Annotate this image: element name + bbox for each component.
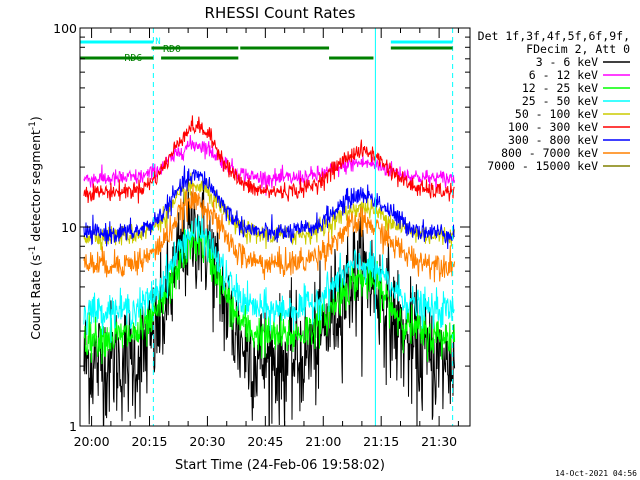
legend-label-8: 7000 - 15000 keV — [487, 159, 598, 173]
night-label: N — [155, 37, 160, 47]
legend-label-1: 6 - 12 keV — [529, 68, 598, 82]
legend-label-5: 100 - 300 keV — [508, 120, 598, 134]
series-line-3 — [83, 210, 455, 344]
legend-label-2: 12 - 25 keV — [522, 81, 598, 95]
legend-label-6: 300 - 800 keV — [508, 133, 598, 147]
rd0-label: RD0 — [163, 44, 181, 55]
x-tick-label-1: 20:15 — [131, 434, 167, 449]
y-axis-label-end: ) — [28, 116, 43, 121]
y-tick-label-2: 100 — [53, 21, 77, 36]
legend-header-line-1: Det 1f,3f,4f,5f,6f,9f, — [478, 29, 630, 43]
timestamp: 14-Oct-2021 04:56 — [555, 469, 637, 478]
series-line-5 — [83, 115, 455, 204]
y-tick-label-1: 10 — [61, 220, 77, 235]
x-tick-label-6: 21:30 — [421, 434, 457, 449]
legend-label-7: 800 - 7000 keV — [501, 146, 598, 160]
plot-area — [83, 115, 456, 426]
x-tick-label-5: 21:15 — [363, 434, 399, 449]
series-line-7 — [83, 184, 456, 283]
x-tick-label-0: 20:00 — [74, 434, 110, 449]
legend-label-4: 50 - 100 keV — [515, 107, 598, 121]
series-line-0 — [83, 172, 456, 426]
x-tick-label-3: 20:45 — [247, 434, 283, 449]
series-line-2 — [83, 224, 456, 365]
y-axis-label-mid: detector segment — [28, 130, 43, 246]
y-axis-label-start: Count Rate (s — [28, 255, 43, 340]
x-tick-label-4: 21:00 — [305, 434, 341, 449]
chart-title: RHESSI Count Rates — [205, 4, 356, 22]
y-tick-label-0: 1 — [69, 419, 77, 434]
axes-layer: 1 10 100 20:00 20:15 20:30 20:45 21:00 21:15 21:3… — [53, 21, 471, 449]
y-axis-label: Count Rate (s-1 detector segment-1) — [28, 116, 43, 340]
x-tick-label-2: 20:30 — [189, 434, 225, 449]
rd6-label: RD6 — [124, 53, 142, 64]
y-axis-label-sup2: -1 — [28, 121, 38, 130]
legend-label-3: 25 - 50 keV — [522, 94, 598, 108]
legend-label-0: 3 - 6 keV — [536, 55, 598, 69]
x-axis-label: Start Time (24-Feb-06 19:58:02) — [175, 458, 385, 473]
y-axis-label-sup: -1 — [28, 246, 38, 255]
series-line-6 — [83, 165, 455, 250]
legend-header-line-2: FDecim 2, Att 0 — [526, 42, 630, 56]
